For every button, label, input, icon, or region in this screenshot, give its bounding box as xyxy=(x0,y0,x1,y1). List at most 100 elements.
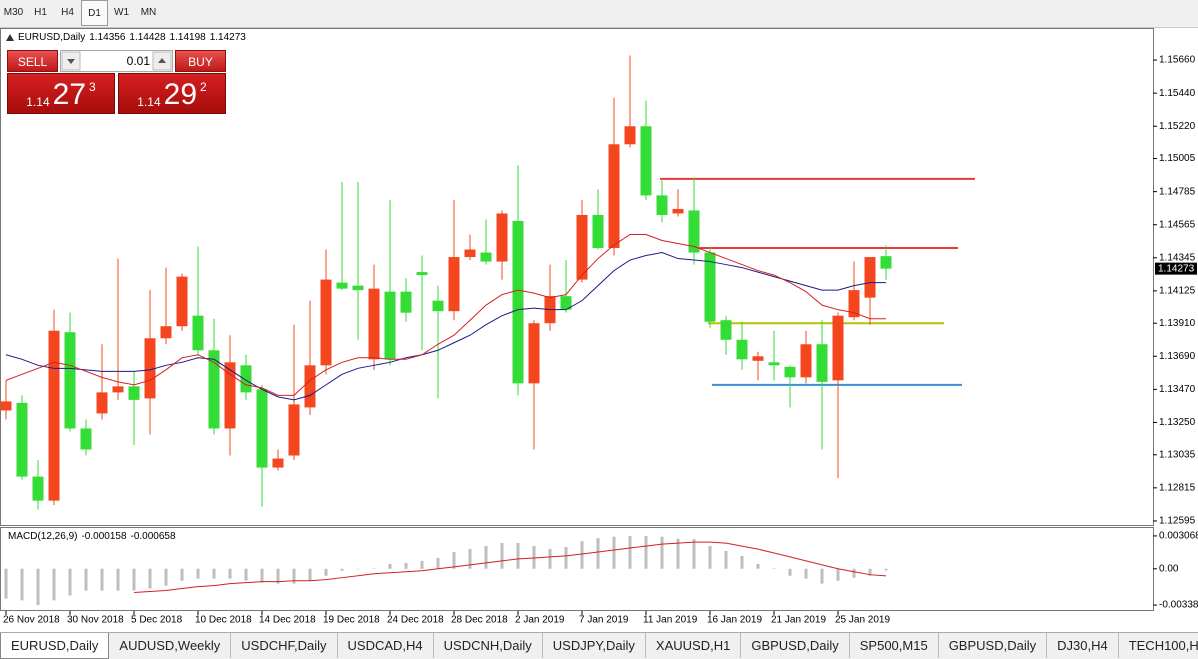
candle-body xyxy=(640,126,652,196)
timeframe-button[interactable]: W1 xyxy=(114,7,129,18)
macd-bar xyxy=(116,568,120,591)
chart-tab[interactable]: USDCAD,H4 xyxy=(338,633,434,658)
buy-price[interactable]: 1.14 29 2 xyxy=(118,73,226,114)
macd-bar xyxy=(356,568,360,570)
macd-bar xyxy=(388,563,392,569)
macd-bar xyxy=(884,568,888,571)
macd-bar xyxy=(580,541,584,569)
candle-body xyxy=(32,476,44,501)
y-tick-label: 1.13690 xyxy=(1159,351,1196,362)
chart-tab[interactable]: EURUSD,Daily xyxy=(0,633,110,659)
sell-button[interactable]: SELL xyxy=(7,50,58,72)
candle-body xyxy=(688,210,700,253)
macd-bar xyxy=(692,539,696,569)
buy-fraction: 2 xyxy=(200,80,207,94)
chart-tab[interactable]: XAUUSD,H1 xyxy=(646,633,742,658)
candle-body xyxy=(96,392,108,414)
x-tick-label: 2 Jan 2019 xyxy=(515,615,565,626)
chart-tab[interactable]: USDJPY,Daily xyxy=(543,633,646,658)
x-tick-label: 5 Dec 2018 xyxy=(131,615,183,626)
ohlc-low: 1.14198 xyxy=(169,32,206,43)
timeframe-toolbar: M30 H1 H4 D1 W1 MN xyxy=(0,0,1198,28)
macd-bar xyxy=(100,568,104,591)
chart-tab[interactable]: GBPUSD,Daily xyxy=(939,633,1048,658)
buy-button[interactable]: BUY xyxy=(175,50,226,72)
x-tick-label: 28 Dec 2018 xyxy=(451,615,508,626)
timeframe-button[interactable]: H4 xyxy=(61,7,74,18)
candle-body xyxy=(160,326,172,339)
chart: 1.156601.154401.152201.150051.147851.145… xyxy=(0,28,1198,626)
x-tick-label: 11 Jan 2019 xyxy=(643,615,698,626)
x-tick-label: 19 Dec 2018 xyxy=(323,615,380,626)
chart-tab[interactable]: GBPUSD,Daily xyxy=(741,633,850,658)
buy-big-figure: 1.14 xyxy=(137,95,161,109)
macd-bar xyxy=(68,568,72,596)
chart-tab[interactable]: SP500,M15 xyxy=(850,633,939,658)
chart-title: EURUSD,Daily xyxy=(18,32,86,43)
chart-tab[interactable]: USDCHF,Daily xyxy=(231,633,338,658)
macd-bar xyxy=(468,549,472,569)
candle-body xyxy=(736,339,748,360)
macd-bar xyxy=(756,563,760,569)
macd-title: MACD(12,26,9) xyxy=(8,531,78,542)
macd-bar xyxy=(564,547,568,569)
macd-bar xyxy=(708,546,712,569)
macd-bar xyxy=(132,568,136,591)
candle-body xyxy=(848,290,860,318)
macd-bar xyxy=(244,568,248,581)
x-tick-label: 30 Nov 2018 xyxy=(67,615,124,626)
macd-bar xyxy=(644,536,648,569)
timeframe-button[interactable]: D1 xyxy=(81,0,108,26)
macd-bar xyxy=(724,551,728,569)
candle-body xyxy=(352,285,364,291)
candle-body xyxy=(208,350,220,429)
chart-tab[interactable]: TECH100,H1 xyxy=(1119,633,1198,658)
y-tick-label: 1.15440 xyxy=(1159,88,1196,99)
lot-up[interactable] xyxy=(152,51,172,71)
macd-bar xyxy=(276,568,280,584)
candle-body xyxy=(0,401,12,411)
sell-fraction: 3 xyxy=(89,80,96,94)
candle-body xyxy=(128,386,140,400)
macd-bar xyxy=(372,568,376,570)
timeframe-button[interactable]: MN xyxy=(140,7,157,18)
x-tick-label: 24 Dec 2018 xyxy=(387,615,444,626)
x-tick-label: 7 Jan 2019 xyxy=(579,615,629,626)
macd-value: -0.000158 xyxy=(81,531,127,542)
candle-body xyxy=(384,291,396,360)
timeframe-button[interactable]: H1 xyxy=(34,7,47,18)
chart-tab[interactable]: USDCNH,Daily xyxy=(434,633,543,658)
macd-bar xyxy=(20,568,24,601)
macd-bar xyxy=(436,557,440,569)
current-price-box xyxy=(1155,262,1197,275)
macd-bar xyxy=(852,568,856,578)
y-tick-label: 1.13035 xyxy=(1159,449,1196,460)
chart-tabs: EURUSD,Daily AUDUSD,Weekly USDCHF,Daily USD… xyxy=(0,632,1198,659)
y-tick-label: 1.15660 xyxy=(1159,55,1196,66)
candle-body xyxy=(592,214,604,249)
candle-body xyxy=(432,300,444,312)
sell-price[interactable]: 1.14 27 3 xyxy=(7,73,115,114)
candle-body xyxy=(832,315,844,381)
candle-body xyxy=(304,365,316,408)
y-tick-label: 1.15005 xyxy=(1159,153,1196,164)
candle-body xyxy=(496,213,508,262)
timeframe-button[interactable]: M30 xyxy=(3,7,24,18)
candle-body xyxy=(368,288,380,360)
macd-signal xyxy=(133,541,887,593)
y-tick-label: 1.14345 xyxy=(1159,252,1196,263)
chart-tab[interactable]: DJ30,H4 xyxy=(1047,633,1119,658)
lot-down[interactable] xyxy=(61,51,81,71)
candle-body xyxy=(320,279,332,366)
lot-value[interactable]: 0.01 xyxy=(126,54,150,68)
candle-body xyxy=(448,257,460,312)
candle-body xyxy=(272,458,284,468)
macd-frame xyxy=(0,527,1154,611)
candle-body xyxy=(256,389,268,468)
candle-body xyxy=(784,366,796,378)
x-tick-label: 16 Jan 2019 xyxy=(707,615,762,626)
chart-tab[interactable]: AUDUSD,Weekly xyxy=(109,633,232,658)
candle-body xyxy=(192,315,204,351)
macd-bar xyxy=(452,551,456,569)
macd-bar xyxy=(292,568,296,584)
